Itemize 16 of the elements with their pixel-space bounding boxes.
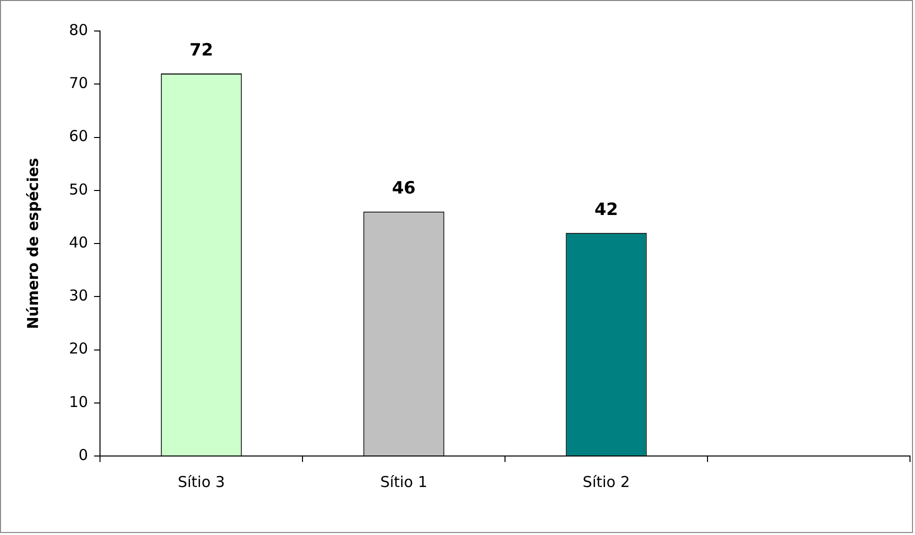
- y-tick-label: 40: [68, 233, 88, 252]
- y-tick-label: 20: [68, 340, 88, 358]
- y-axis-title: Número de espécies: [24, 158, 42, 330]
- y-tick-label: 60: [68, 127, 88, 146]
- data-label: 46: [392, 178, 416, 199]
- x-tick-label: Sítio 3: [178, 472, 225, 491]
- x-tick-label: Sítio 1: [380, 472, 428, 491]
- y-tick-label: 10: [68, 392, 88, 411]
- data-label: 42: [594, 200, 618, 220]
- y-tick-label: 0: [78, 446, 88, 464]
- data-label: 72: [189, 40, 214, 60]
- y-tick-label: 80: [68, 20, 88, 39]
- y-tick-label: 30: [68, 286, 88, 305]
- y-tick-label: 50: [68, 180, 88, 198]
- x-tick-label: Sítio 2: [582, 472, 630, 491]
- y-tick-label: 70: [68, 74, 88, 92]
